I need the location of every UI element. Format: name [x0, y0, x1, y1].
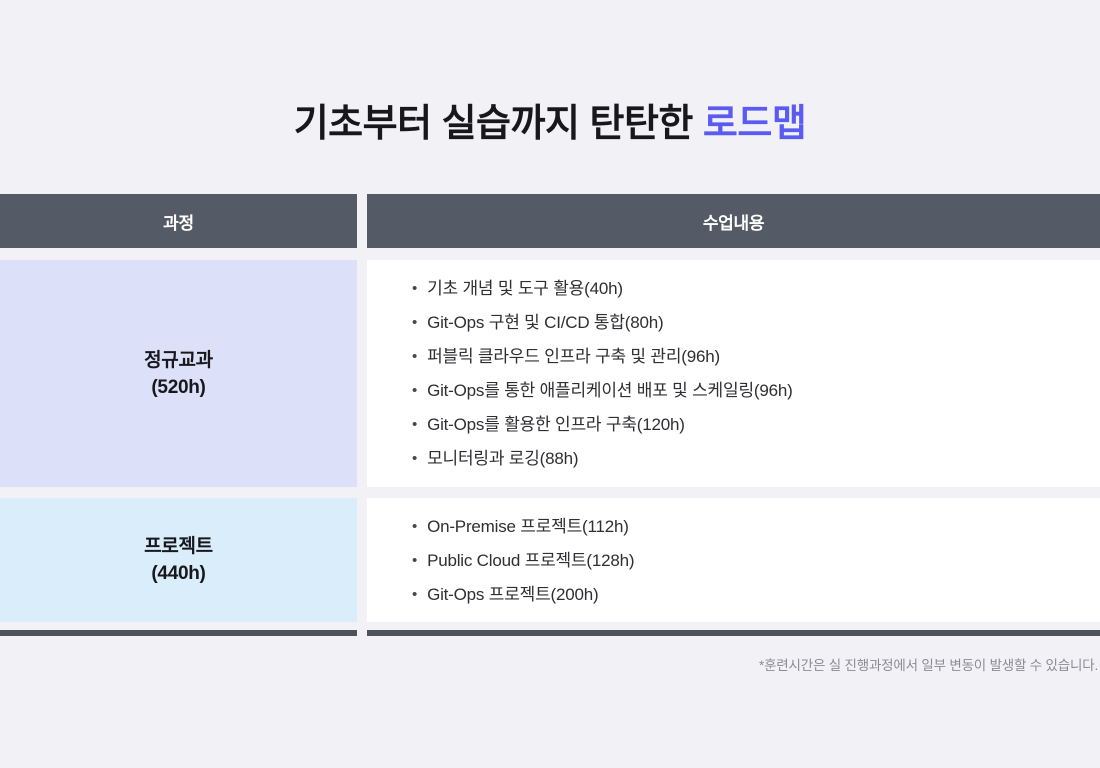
- bullet-icon: •: [412, 517, 418, 535]
- course-name: 정규교과: [144, 349, 213, 371]
- list-item-text: Git-Ops를 통한 애플리케이션 배포 및 스케일링(96h): [427, 381, 793, 400]
- bullet-icon: •: [412, 416, 418, 433]
- course-hours: (440h): [151, 563, 206, 584]
- list-item: • Git-Ops 구현 및 CI/CD 통합(80h): [412, 312, 1100, 333]
- course-cell-project: 프로젝트 (440h): [0, 498, 357, 622]
- list-item: • Git-Ops를 통한 애플리케이션 배포 및 스케일링(96h): [412, 380, 1100, 401]
- page-title-text: 기초부터 실습까지 탄탄한: [293, 103, 703, 145]
- list-item-text: Public Cloud 프로젝트(128h): [427, 550, 635, 570]
- list-item-text: 모니터링과 로깅(88h): [427, 449, 579, 468]
- bullet-icon: •: [412, 314, 418, 331]
- course-cell-regular: 정규교과 (520h): [0, 260, 357, 487]
- list-item-text: 퍼블릭 클라우드 인프라 구축 및 관리(96h): [427, 347, 720, 366]
- list-item-text: On-Premise 프로젝트(112h): [427, 516, 629, 536]
- column-header-curriculum: 수업내용: [367, 194, 1100, 248]
- list-item: • 기초 개념 및 도구 활용(40h): [412, 278, 1100, 299]
- footnote: *훈련시간은 실 진행과정에서 일부 변동이 발생할 수 있습니다.: [759, 658, 1098, 673]
- list-item: • 퍼블릭 클라우드 인프라 구축 및 관리(96h): [412, 346, 1100, 367]
- bullet-icon: •: [412, 382, 418, 399]
- list-item: • On-Premise 프로젝트(112h): [412, 516, 1100, 537]
- table-bottom-rule-left: [0, 630, 357, 636]
- list-item-text: Git-Ops 프로젝트(200h): [427, 584, 599, 604]
- column-header-course: 과정: [0, 194, 357, 248]
- table-bottom-rule-right: [367, 630, 1100, 636]
- list-item-text: 기초 개념 및 도구 활용(40h): [427, 279, 623, 298]
- course-hours: (520h): [151, 376, 206, 398]
- bullet-icon: •: [412, 585, 418, 603]
- list-item: • 모니터링과 로깅(88h): [412, 448, 1100, 469]
- page-title-highlight: 로드맵: [702, 103, 807, 145]
- curriculum-cell-regular: • 기초 개념 및 도구 활용(40h) • Git-Ops 구현 및 CI/C…: [367, 260, 1100, 487]
- curriculum-cell-project: • On-Premise 프로젝트(112h) • Public Cloud 프…: [367, 498, 1100, 622]
- page-title: 기초부터 실습까지 탄탄한 로드맵: [0, 96, 1100, 152]
- bullet-icon: •: [412, 551, 418, 569]
- list-item: • Public Cloud 프로젝트(128h): [412, 550, 1100, 571]
- bullet-icon: •: [412, 280, 418, 297]
- list-item: • Git-Ops를 활용한 인프라 구축(120h): [412, 414, 1100, 435]
- course-name: 프로젝트: [144, 536, 213, 557]
- bullet-icon: •: [412, 348, 418, 365]
- list-item: • Git-Ops 프로젝트(200h): [412, 584, 1100, 605]
- list-item-text: Git-Ops를 활용한 인프라 구축(120h): [427, 415, 685, 434]
- list-item-text: Git-Ops 구현 및 CI/CD 통합(80h): [427, 313, 664, 332]
- bullet-icon: •: [412, 450, 418, 467]
